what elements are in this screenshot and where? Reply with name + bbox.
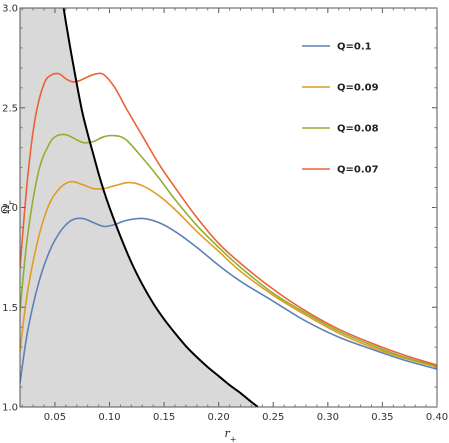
x-tick-label: 0.30: [317, 412, 339, 423]
x-axis-label: r+: [225, 427, 237, 443]
legend-label: Q=0.07: [337, 165, 379, 176]
boundary-curve: [62, 8, 259, 407]
series-line-q-0-1: [20, 217, 437, 384]
y-tick-label: 2.0: [2, 203, 18, 214]
legend: Q=0.1 Q=0.09 Q=0.08 Q=0.07: [302, 42, 379, 176]
x-tick-label: 0.40: [426, 412, 448, 423]
y-axis-label: Ωr: [0, 200, 16, 214]
y-tick-label: 1.5: [2, 303, 18, 314]
plot-area: 0.05 0.10 0.15 0.20 0.25 0.30 0.35 0.40 1.0 1.5 2.…: [2, 4, 448, 424]
x-tick-label: 0.05: [44, 412, 66, 423]
y-tick-label: 1.0: [2, 403, 18, 414]
shaded-region: [20, 8, 258, 407]
legend-label: Q=0.1: [337, 42, 372, 53]
series-line-q-0-09: [20, 180, 437, 368]
legend-label: Q=0.09: [337, 83, 379, 94]
plot-clipped-group: [20, 8, 437, 407]
series-line-q-0-08: [20, 133, 437, 367]
x-tick-label: 0.35: [371, 412, 393, 423]
x-tick-label: 0.25: [262, 412, 284, 423]
y-tick-label: 3.0: [2, 4, 18, 15]
series-line-q-0-07: [20, 72, 437, 366]
y-tick-label: 2.5: [2, 103, 18, 114]
x-tick-label: 0.20: [208, 412, 230, 423]
legend-label: Q=0.08: [337, 124, 379, 135]
x-tick-label: 0.15: [153, 412, 175, 423]
x-tick-label: 0.10: [98, 412, 120, 423]
